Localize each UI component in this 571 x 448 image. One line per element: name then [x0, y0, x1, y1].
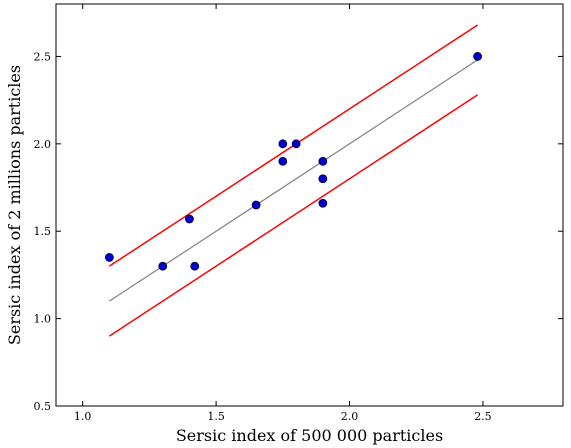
series-line-0 — [109, 59, 478, 302]
x-tick-label: 1.0 — [74, 410, 92, 423]
data-point — [318, 156, 328, 166]
data-point — [278, 139, 288, 149]
data-point — [318, 174, 328, 184]
y-tick-label: 1.0 — [34, 313, 52, 326]
series-line-2 — [108, 94, 479, 337]
data-point — [278, 156, 288, 166]
y-axis-label: Sersic index of 2 millions particles — [5, 65, 24, 345]
plot-frame — [55, 3, 564, 407]
x-tick-label: 2.0 — [341, 410, 359, 423]
y-tick-label: 2.5 — [34, 50, 52, 63]
x-axis-label: Sersic index of 500 000 particles — [176, 426, 443, 445]
y-tick-label: 2.0 — [34, 138, 52, 151]
line-layer — [108, 24, 479, 337]
ticks-layer: 1.0 1.5 2.0 2.5 0.5 1.0 1.5 2.0 2.5 — [34, 4, 563, 423]
points-layer — [104, 52, 483, 271]
y-tick-label: 0.5 — [34, 400, 52, 413]
data-point — [251, 200, 261, 210]
x-tick-label: 2.5 — [474, 410, 492, 423]
data-point — [190, 261, 200, 271]
x-tick-label: 1.5 — [207, 410, 225, 423]
data-point — [318, 198, 328, 208]
data-point — [185, 214, 194, 224]
data-point — [158, 261, 168, 271]
data-point — [473, 52, 483, 61]
data-point — [291, 139, 301, 149]
y-tick-label: 1.5 — [34, 225, 52, 238]
data-point — [104, 253, 114, 262]
